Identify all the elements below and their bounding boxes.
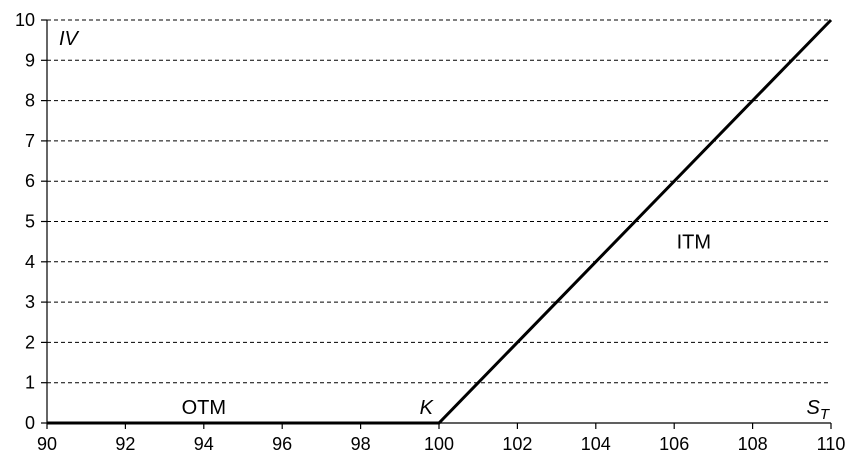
y-tick-label: 2 xyxy=(25,332,35,352)
y-tick-label: 3 xyxy=(25,292,35,312)
y-axis-label: IV xyxy=(59,28,80,50)
x-tick-label: 102 xyxy=(502,434,532,454)
y-tick-label: 4 xyxy=(25,252,35,272)
y-tick-label: 6 xyxy=(25,171,35,191)
x-tick-label: 100 xyxy=(424,434,454,454)
y-tick-label: 0 xyxy=(25,413,35,433)
y-tick-label: 1 xyxy=(25,373,35,393)
x-tick-label: 108 xyxy=(738,434,768,454)
otm-label: OTM xyxy=(182,397,226,419)
x-tick-label: 110 xyxy=(817,434,846,454)
gridlines xyxy=(47,19,831,384)
x-tick-label: 104 xyxy=(581,434,611,454)
payoff-series-line xyxy=(47,18,833,425)
x-tick-label: 106 xyxy=(659,434,689,454)
y-tick-label: 7 xyxy=(25,131,35,151)
y-tick-label: 10 xyxy=(15,10,35,30)
x-tick-label: 98 xyxy=(351,434,371,454)
x-ticks: 90 92 94 96 98 100 102 104 106 108 110 xyxy=(37,423,845,454)
x-tick-label: 92 xyxy=(115,434,135,454)
itm-label: ITM xyxy=(677,232,711,254)
x-tick-label: 94 xyxy=(194,434,214,454)
strike-label: K xyxy=(420,397,435,419)
x-tick-label: 90 xyxy=(37,434,57,454)
y-ticks: 0 1 2 3 4 5 6 7 8 9 10 xyxy=(15,10,47,433)
y-tick-label: 5 xyxy=(25,212,35,232)
y-tick-label: 9 xyxy=(25,50,35,70)
x-tick-label: 96 xyxy=(272,434,292,454)
y-tick-label: 8 xyxy=(25,91,35,111)
x-axis-label: ST xyxy=(806,397,830,423)
x-axis-label-main: S xyxy=(806,397,820,419)
x-axis-label-subscript: T xyxy=(820,406,831,423)
